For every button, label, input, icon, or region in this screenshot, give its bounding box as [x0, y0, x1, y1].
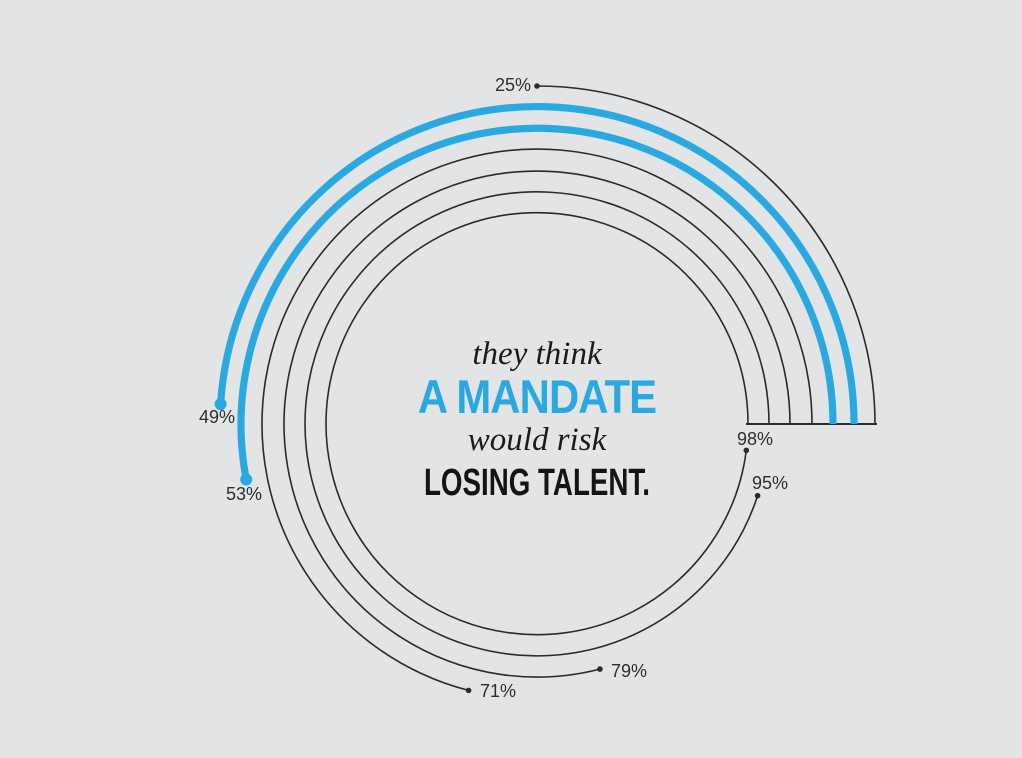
arc-53-percent — [237, 124, 837, 481]
arc-label-71-percent: 71% — [480, 681, 516, 701]
arc-label-98-percent: 98% — [737, 429, 773, 449]
arc-95-percent — [304, 191, 770, 657]
arc-endpoint-dot-98-percent — [743, 447, 750, 454]
arc-endpoint-dot-71-percent — [465, 687, 472, 694]
arc-25-percent — [536, 85, 876, 425]
arc-79-percent — [283, 170, 791, 678]
arc-71-percent — [261, 148, 813, 692]
arc-endpoint-dot-53-percent — [240, 473, 253, 486]
arc-label-25-percent: 25% — [495, 75, 531, 95]
arc-endpoint-dot-79-percent — [597, 666, 603, 672]
arc-endpoint-dot-95-percent — [754, 492, 761, 499]
arc-endpoint-dot-25-percent — [534, 83, 540, 89]
arc-label-79-percent: 79% — [611, 661, 647, 681]
arc-endpoint-dot-49-percent — [214, 398, 227, 411]
arc-98-percent — [325, 211, 749, 636]
arc-49-percent — [217, 103, 858, 425]
arc-label-49-percent: 49% — [199, 407, 235, 427]
arc-label-53-percent: 53% — [226, 484, 262, 504]
arc-label-95-percent: 95% — [752, 473, 788, 493]
